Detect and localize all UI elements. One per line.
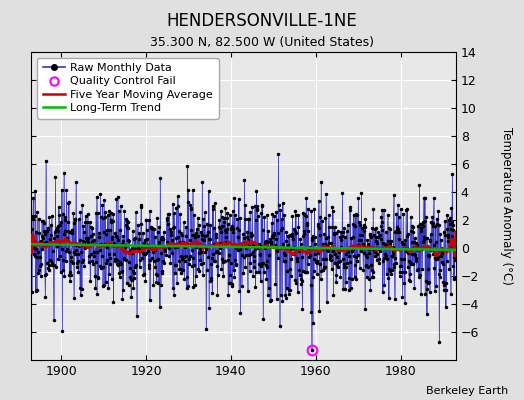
Text: HENDERSONVILLE-1NE: HENDERSONVILLE-1NE (167, 12, 357, 30)
Legend: Raw Monthly Data, Quality Control Fail, Five Year Moving Average, Long-Term Tren: Raw Monthly Data, Quality Control Fail, … (37, 58, 219, 119)
Text: 35.300 N, 82.500 W (United States): 35.300 N, 82.500 W (United States) (150, 36, 374, 49)
Text: Berkeley Earth: Berkeley Earth (426, 386, 508, 396)
Y-axis label: Temperature Anomaly (°C): Temperature Anomaly (°C) (500, 127, 513, 285)
